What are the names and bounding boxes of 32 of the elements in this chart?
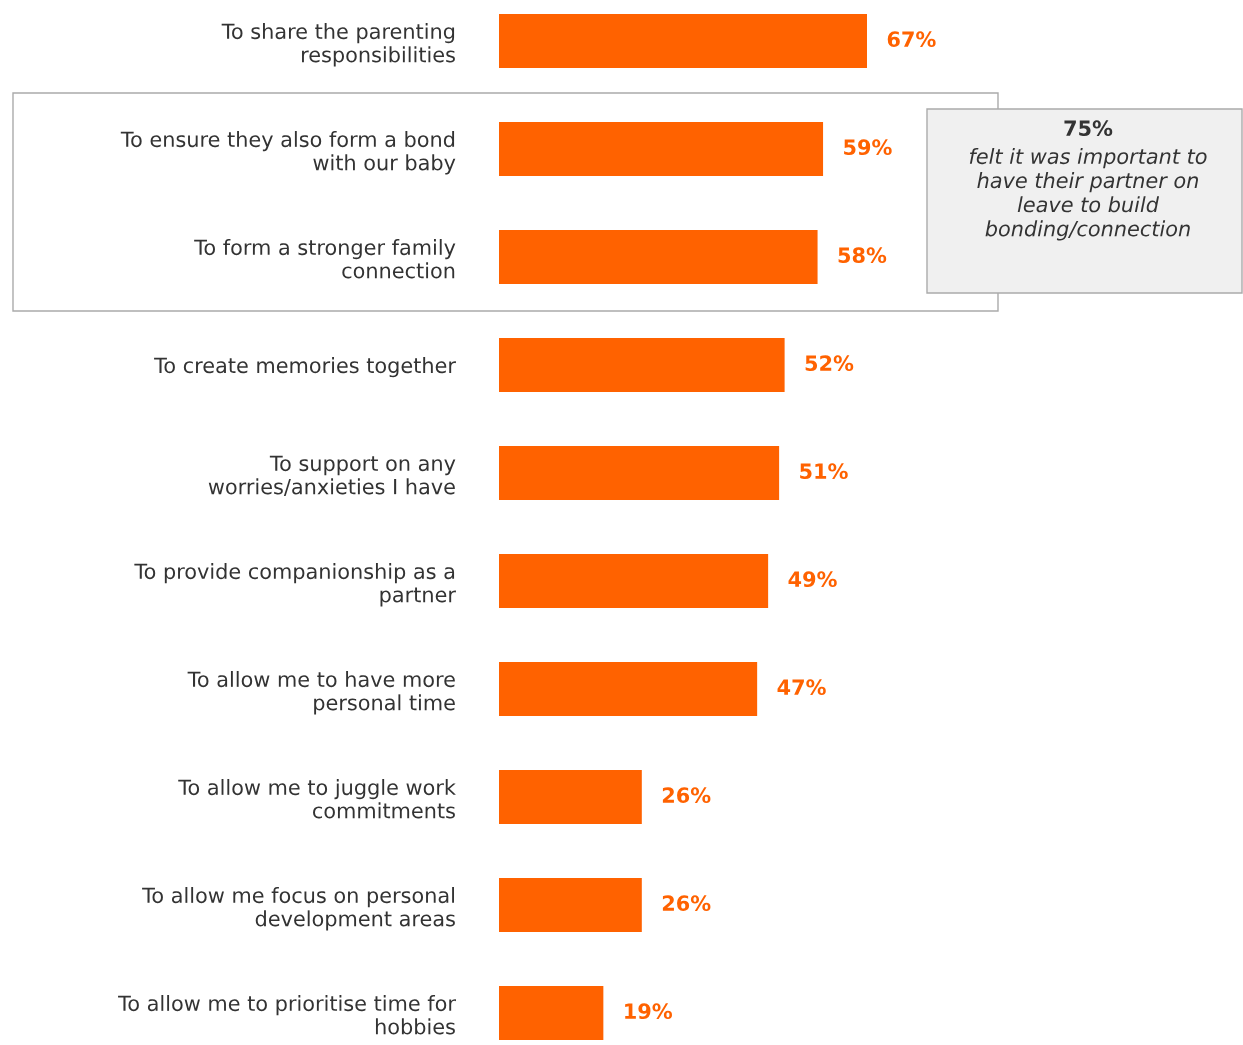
data-label: 49% [788,571,837,588]
text: 75% [1064,120,1113,137]
bar [499,338,785,392]
bar [499,878,642,932]
y-tick-label: To allow me to prioritise time for hobbies [118,995,456,1035]
y-tick-label: To create memories together [154,357,456,378]
data-label: 58% [838,247,887,264]
bar [499,14,867,68]
y-tick-label: To provide companionship as a partner [134,563,456,607]
y-tick-label: To allow me focus on personal development areas [142,887,455,931]
data-label: 19% [625,1003,673,1020]
bar [499,662,758,716]
bar [499,122,824,176]
data-label: 52% [805,355,854,372]
bar [499,446,780,500]
data-label: 47% [777,679,826,696]
y-tick-label: To ensure they also form a bond with our baby [120,131,456,175]
y-tick-label: To allow me to juggle work commitments [178,779,456,819]
y-tick-label: To form a stronger family connection [194,239,456,279]
bar [499,230,818,284]
data-label: 51% [800,463,848,480]
y-tick-label: To allow me to have more personal time [187,671,455,715]
bar [499,986,604,1040]
bar [499,554,769,608]
data-label: 67% [887,31,936,48]
y-tick-label: To support on any worries/anxieties I have [208,455,456,497]
y-tick-label: To share the parenting responsibilities [221,23,455,67]
data-label: 26% [662,895,711,912]
data-label: 59% [844,139,892,156]
data-label: 26% [662,787,711,804]
bar [499,770,642,824]
text: felt it was important to have their partner on leave to build bonding/connection [969,148,1207,241]
